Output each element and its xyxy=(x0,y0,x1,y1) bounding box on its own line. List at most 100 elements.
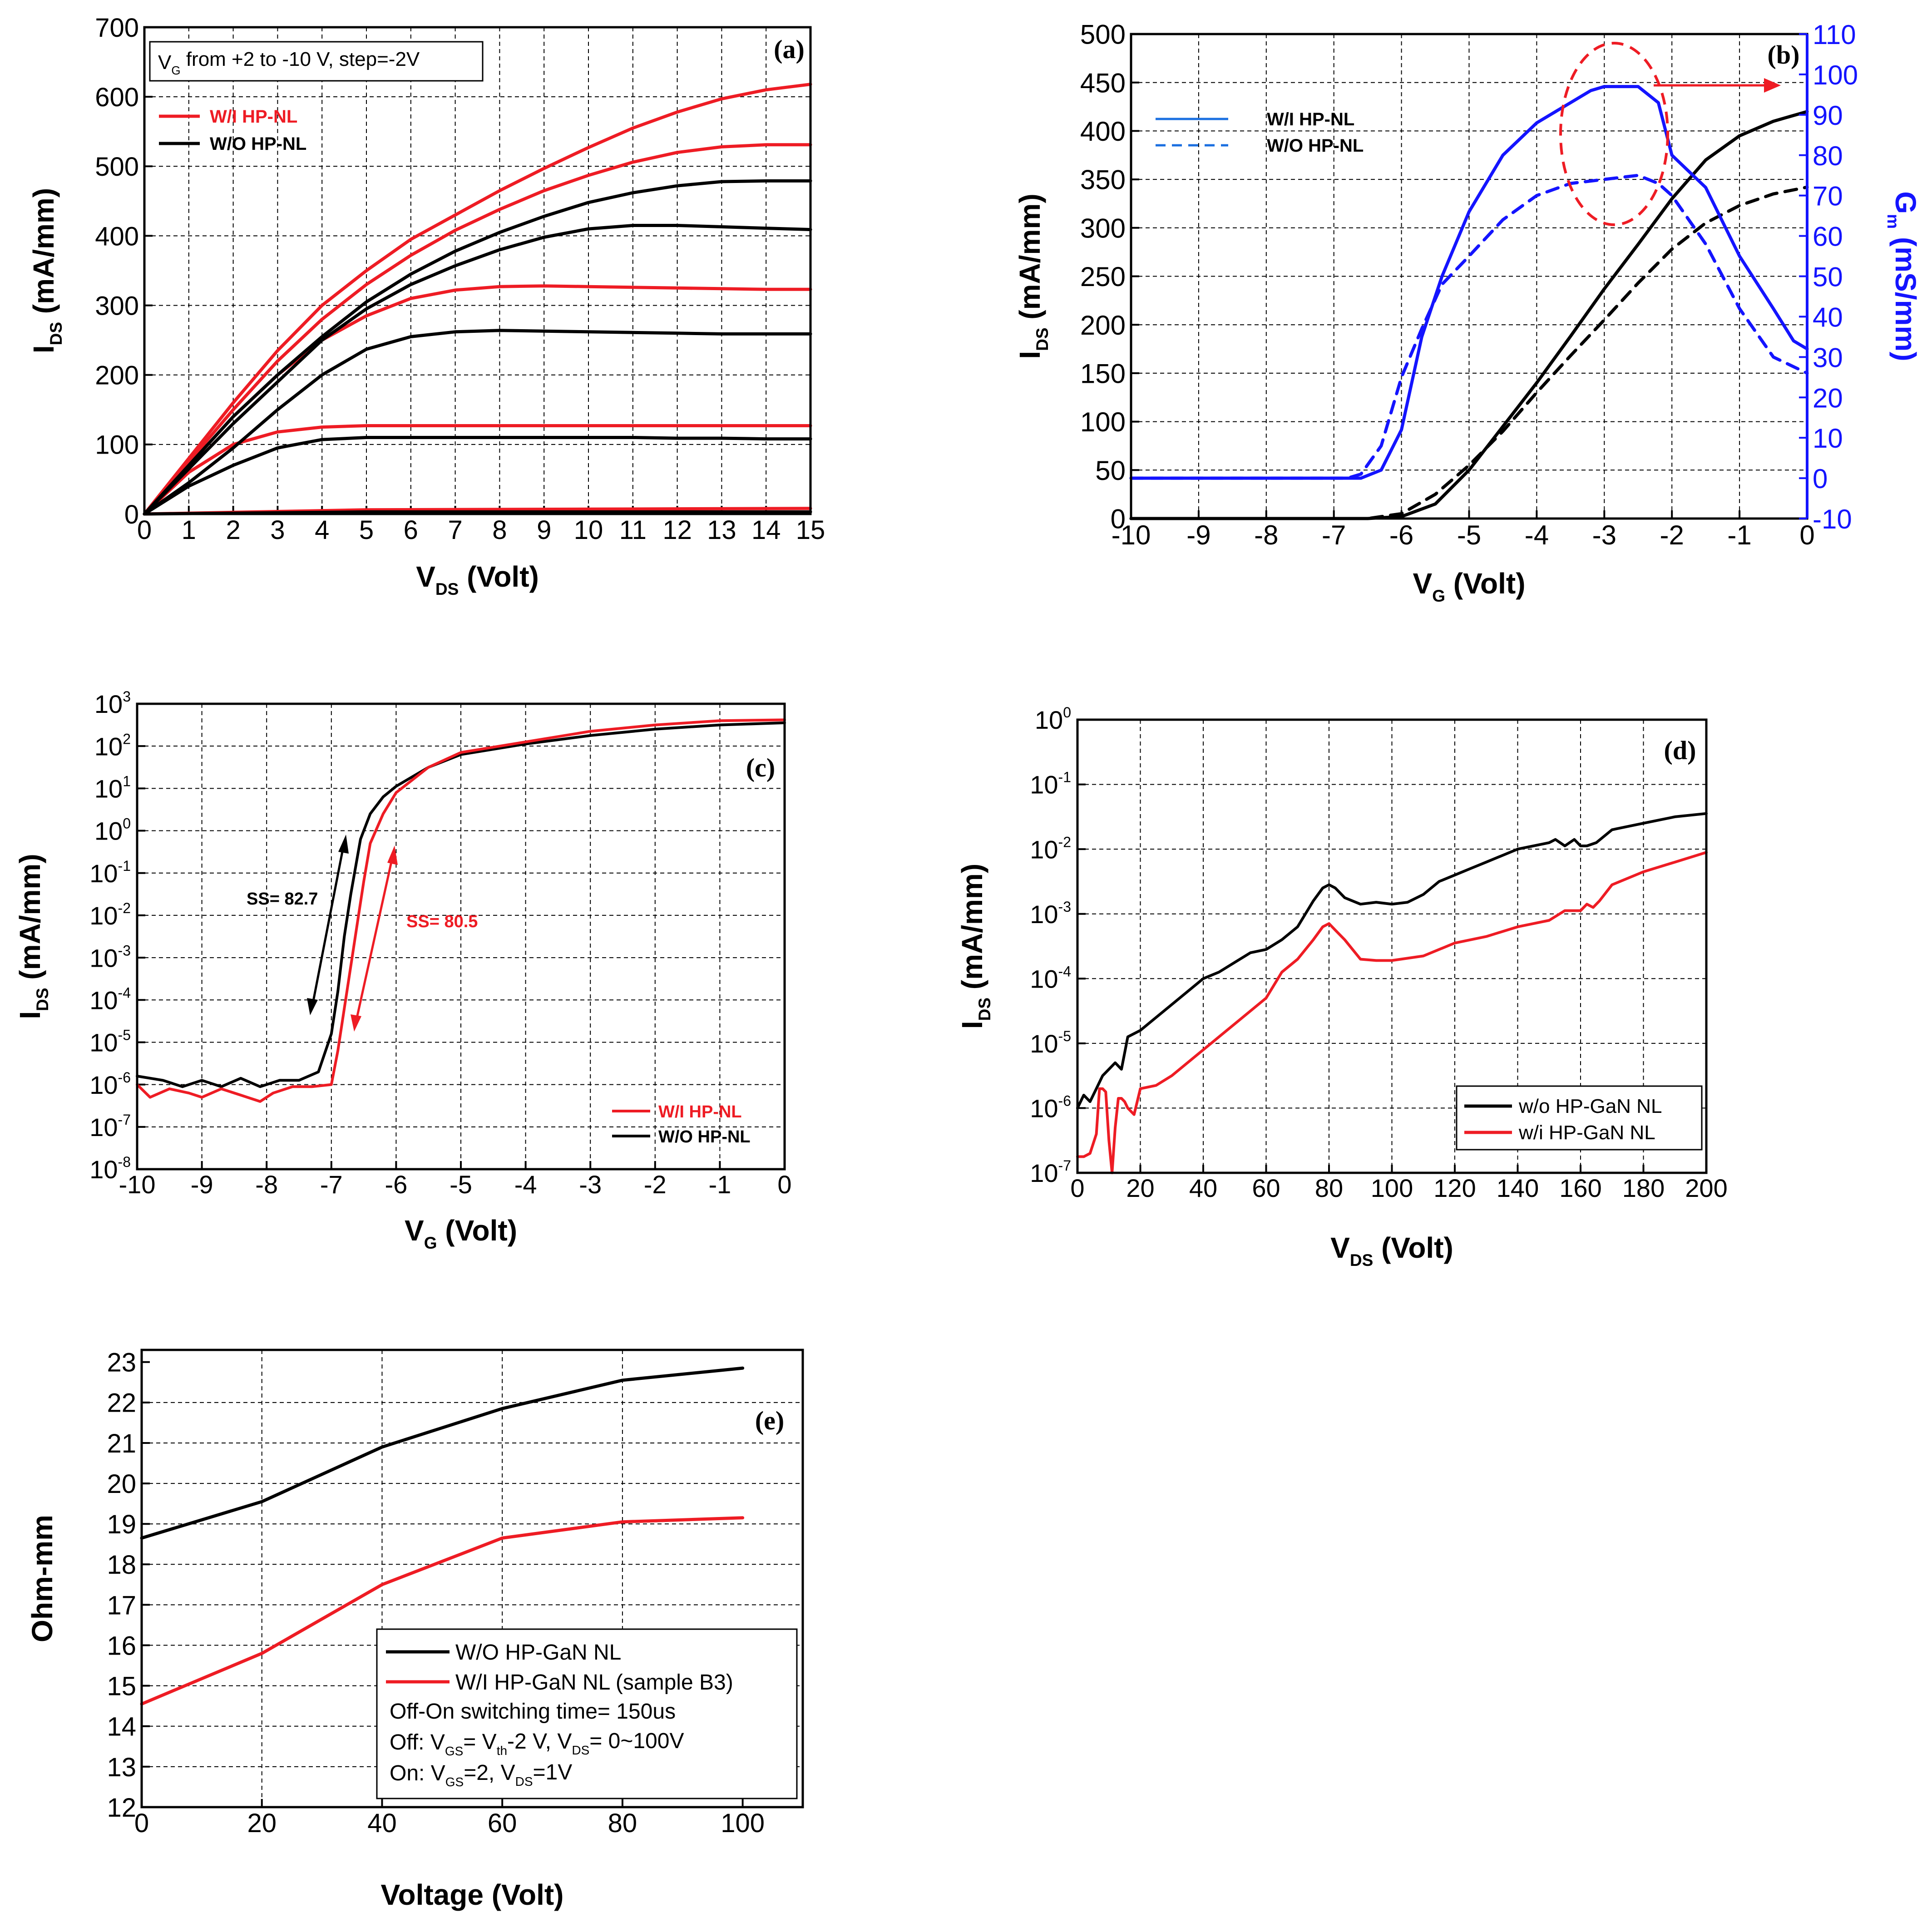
peak-arrow-head xyxy=(1764,78,1781,93)
series-line xyxy=(136,718,786,1103)
y-tick-label: 0 xyxy=(124,500,139,529)
annotation-box xyxy=(149,41,484,82)
legend-label: W/I HP-GaN NL (sample B3) xyxy=(455,1670,733,1695)
legend-box xyxy=(376,1628,798,1799)
gridlines xyxy=(1077,720,1706,1173)
y-tick-label: 101 xyxy=(94,773,131,803)
legend-label: w/i HP-GaN NL xyxy=(1518,1122,1655,1144)
plot-area xyxy=(144,27,810,514)
x-tick-label: 40 xyxy=(1189,1174,1217,1202)
legend-note: On: VGS=2, VDS=1V xyxy=(390,1760,572,1789)
y-tick-label: 500 xyxy=(95,152,139,182)
x-tick-label: 0 xyxy=(1799,520,1814,550)
y2-axis-title: Gm (mS/mm) xyxy=(1884,191,1922,361)
legend-label: W/O HP-NL xyxy=(658,1127,751,1146)
ss-arrow-red-head-bottom xyxy=(351,1014,361,1032)
x-tick-label: -2 xyxy=(1660,520,1684,550)
y-tick-label: 150 xyxy=(1080,359,1126,389)
y-tick-label: 200 xyxy=(95,361,139,390)
annotation-text: VG from +2 to -10 V, step=-2V xyxy=(158,48,420,77)
x-tick-label: 20 xyxy=(247,1808,277,1838)
series-line xyxy=(1129,173,1809,480)
legend-label: W/O HP-NL xyxy=(1267,136,1364,156)
legend-label: W/I HP-NL xyxy=(658,1102,742,1122)
y-tick-label: 21 xyxy=(107,1429,136,1458)
panel-label: (b) xyxy=(1768,40,1800,69)
x-tick-label: 14 xyxy=(751,515,781,545)
y-tick-label: 100 xyxy=(1080,407,1126,437)
y2-tick-label: 90 xyxy=(1813,100,1843,131)
y-tick-label: 0 xyxy=(1111,504,1126,534)
x-tick-label: 0 xyxy=(777,1170,791,1199)
x-tick-label: 9 xyxy=(537,515,551,545)
y-tick-label: 600 xyxy=(95,83,139,112)
y-tick-label: 16 xyxy=(107,1631,136,1660)
y-tick-label: 300 xyxy=(1080,213,1126,243)
x-tick-label: -1 xyxy=(1727,520,1751,550)
ss-label-red: SS= 80.5 xyxy=(406,912,478,931)
x-tick-label: 2 xyxy=(226,515,240,545)
x-tick-label: -4 xyxy=(1525,520,1549,550)
x-tick-label: 180 xyxy=(1622,1174,1665,1202)
x-tick-label: -3 xyxy=(579,1170,602,1199)
y2-tick-label: 30 xyxy=(1813,342,1843,373)
series-line xyxy=(143,143,812,516)
x-tick-label: 15 xyxy=(796,515,825,545)
x-tick-label: 200 xyxy=(1685,1174,1727,1202)
series-line xyxy=(1076,812,1708,1110)
legend-label: W/O HP-GaN NL xyxy=(455,1640,621,1665)
x-axis-title: Voltage (Volt) xyxy=(381,1878,564,1911)
x-tick-label: 0 xyxy=(134,1808,149,1838)
plot-frame xyxy=(143,26,812,515)
panel-d: 0 20 40 60 80 100 120 140 160 180 200 10-7 10-6 10-5 1… xyxy=(956,704,1728,1270)
y-tick-label: 10-2 xyxy=(1030,834,1071,864)
x-tick-label: -10 xyxy=(119,1170,156,1199)
x-tick-label: -7 xyxy=(1322,520,1346,550)
panel-c: -10 -9 -8 -7 -6 -5 -4 -3 -2 -1 010-810-710-610-510… xyxy=(14,688,792,1252)
y-tick-label: 10-4 xyxy=(1030,963,1071,993)
x-tick-label: -4 xyxy=(514,1170,537,1199)
y-tick-label: 10-7 xyxy=(89,1112,131,1141)
series-line xyxy=(1129,85,1809,480)
x-tick-label: 1 xyxy=(182,515,196,545)
legend-label: W/I HP-NL xyxy=(210,107,297,127)
y-tick-label: 10-2 xyxy=(89,900,131,930)
legend-note: Off: VGS= Vth-2 V, VDS= 0~100V xyxy=(390,1729,684,1758)
y-tick-label: 10-5 xyxy=(89,1027,131,1057)
y2-tick-label: 60 xyxy=(1813,222,1843,252)
x-tick-label: 11 xyxy=(619,515,647,545)
x-tick-label: 10 xyxy=(574,515,603,545)
x-tick-label: 12 xyxy=(662,515,692,545)
ss-arrow-black-head-top xyxy=(338,835,349,854)
y-tick-label: 450 xyxy=(1080,68,1126,98)
series-group xyxy=(1076,812,1708,1174)
ss-arrow-black-head-bottom xyxy=(307,998,318,1015)
y-tick-label: 102 xyxy=(94,731,131,761)
x-tick-label: -8 xyxy=(1254,520,1278,550)
gridlines xyxy=(137,704,785,1169)
y-tick-label: 400 xyxy=(1080,116,1126,147)
x-tick-label: -6 xyxy=(385,1170,408,1199)
y2-tick-label: 10 xyxy=(1813,423,1843,454)
x-axis-title: VG (Volt) xyxy=(1413,567,1526,605)
x-tick-label: 80 xyxy=(1315,1174,1343,1202)
y-tick-label: 13 xyxy=(107,1753,136,1782)
x-tick-label: 5 xyxy=(359,515,374,545)
y-tick-label: 200 xyxy=(1080,310,1126,341)
y-tick-label: 17 xyxy=(107,1591,136,1620)
y-tick-label: 300 xyxy=(95,291,139,321)
y-tick-label: 700 xyxy=(95,13,139,43)
y-axis-title: IDS (mA/mm) xyxy=(1013,193,1052,359)
y-tick-label: 12 xyxy=(107,1793,136,1823)
plot-frame xyxy=(140,1349,804,1808)
x-tick-label: -6 xyxy=(1389,520,1413,550)
y-tick-label: 14 xyxy=(107,1712,136,1742)
y-tick-label: 15 xyxy=(107,1672,136,1701)
y2-tick-label: 110 xyxy=(1813,20,1856,50)
ss-arrow-black-line xyxy=(311,842,346,1008)
y-tick-label: 10-3 xyxy=(89,942,131,972)
x-tick-label: -10 xyxy=(1112,520,1151,550)
x-tick-label: 100 xyxy=(1371,1174,1413,1202)
y-tick-label: 19 xyxy=(107,1510,136,1539)
y-tick-label: 23 xyxy=(107,1348,136,1378)
